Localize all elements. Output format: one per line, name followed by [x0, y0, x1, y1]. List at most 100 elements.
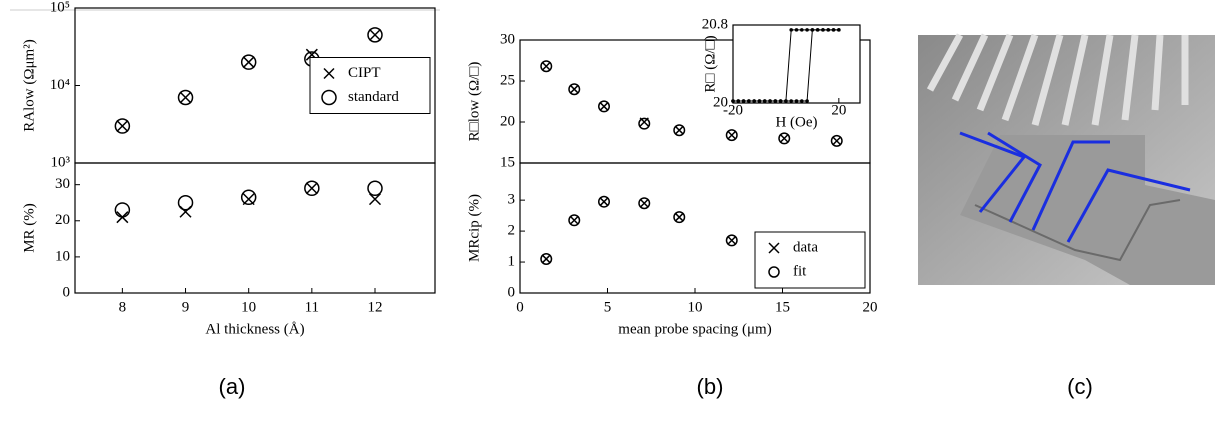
- marker-dot: [815, 28, 820, 32]
- marker-x: [727, 130, 737, 140]
- marker-circle: [568, 83, 581, 96]
- marker-x: [242, 56, 255, 69]
- y-tick-label: 3: [508, 192, 516, 208]
- y-tick-label: 25: [500, 72, 515, 88]
- marker-x: [368, 193, 382, 206]
- y-tick-label: 2: [508, 223, 516, 239]
- marker-dot: [805, 99, 809, 103]
- marker-circle: [778, 132, 791, 145]
- marker-dot: [821, 28, 825, 32]
- y-tick-label: 20: [713, 94, 728, 110]
- x-tick-label: 9: [182, 299, 190, 315]
- marker-x: [305, 182, 318, 195]
- legend-label: fit: [793, 263, 807, 279]
- y-axis-label: MRcip (%): [466, 194, 482, 262]
- marker-dot: [831, 28, 836, 32]
- y-tick-label: 20: [500, 113, 515, 129]
- marker-circle: [598, 100, 610, 113]
- legend-label: CIPT: [348, 65, 381, 81]
- marker-dot: [757, 99, 762, 103]
- marker-circle: [540, 252, 553, 265]
- marker-circle: [114, 118, 131, 134]
- marker-dot: [805, 28, 809, 32]
- x-tick-label: 15: [775, 299, 790, 315]
- photo: [918, 33, 1215, 285]
- marker-circle: [673, 211, 686, 224]
- marker-circle: [673, 124, 686, 137]
- marker-dot: [799, 28, 804, 32]
- marker-dot: [773, 99, 778, 103]
- marker-circle: [638, 197, 651, 210]
- y-tick-label: 10³: [51, 154, 71, 170]
- marker-dot: [731, 99, 735, 103]
- x-axis-label: Al thickness (Å): [205, 321, 304, 337]
- marker-x: [832, 136, 842, 146]
- marker-dot: [837, 28, 841, 32]
- y-tick-label: 30: [500, 31, 515, 47]
- y-axis-label: R□ (Ω/□): [702, 35, 718, 92]
- marker-circle: [540, 60, 553, 73]
- y-tick-label: 1: [508, 253, 516, 269]
- marker-circle: [638, 117, 651, 130]
- marker-circle: [240, 54, 257, 70]
- marker-x: [599, 101, 609, 112]
- marker-x: [599, 197, 609, 207]
- marker-dot: [789, 99, 794, 103]
- marker-circle: [725, 129, 738, 142]
- y-tick-label: 10⁴: [50, 77, 70, 93]
- marker-dot: [799, 99, 804, 103]
- marker-dot: [741, 99, 746, 103]
- marker-dot: [810, 28, 815, 32]
- marker-x: [179, 91, 192, 104]
- y-tick-label: 20: [55, 212, 70, 228]
- marker-x: [368, 28, 382, 41]
- marker-x: [569, 84, 579, 94]
- marker-circle: [568, 214, 581, 227]
- legend-marker: [768, 266, 780, 278]
- y-tick-label: 0: [508, 284, 516, 300]
- marker-dot: [794, 28, 799, 32]
- legend-label: data: [793, 239, 818, 255]
- marker-dot: [762, 99, 767, 103]
- marker-dot: [736, 99, 741, 103]
- x-tick-label: 20: [863, 299, 878, 315]
- marker-x: [727, 235, 737, 246]
- legend-marker: [321, 89, 337, 106]
- marker-circle: [304, 180, 320, 197]
- marker-x: [674, 212, 684, 222]
- marker-x: [541, 61, 551, 71]
- caption: (b): [697, 374, 724, 399]
- plot-frame: [74, 162, 436, 294]
- marker-circle: [177, 89, 194, 106]
- x-tick-label: 12: [368, 299, 383, 315]
- plot-frame: [732, 24, 861, 104]
- x-tick-label: 5: [604, 299, 612, 315]
- marker-x: [116, 119, 129, 133]
- marker-dot: [789, 28, 794, 32]
- legend-marker: [323, 67, 335, 80]
- y-axis-label: MR (%): [21, 203, 37, 253]
- x-tick-label: 10: [241, 299, 256, 315]
- caption: (c): [1067, 374, 1093, 399]
- legend-label: standard: [348, 89, 399, 105]
- x-tick-label: 20: [831, 102, 846, 118]
- marker-circle: [725, 234, 738, 247]
- marker-circle: [240, 189, 257, 206]
- y-axis-label: R□low (Ω/□): [466, 62, 482, 142]
- marker-dot: [752, 99, 756, 103]
- caption: (a): [219, 374, 246, 399]
- marker-dot: [826, 28, 831, 32]
- x-tick-label: 8: [119, 299, 127, 315]
- x-axis-label: H (Oe): [775, 114, 817, 130]
- x-tick-label: 10: [688, 299, 703, 315]
- y-tick-label: 20.8: [702, 16, 728, 32]
- x-tick-label: 0: [516, 299, 524, 315]
- marker-circle: [177, 194, 194, 211]
- marker-x: [779, 133, 789, 144]
- legend-box: [754, 231, 866, 289]
- x-tick-label: 11: [305, 299, 319, 315]
- marker-x: [569, 215, 579, 225]
- marker-circle: [114, 202, 131, 218]
- y-tick-label: 0: [63, 284, 71, 300]
